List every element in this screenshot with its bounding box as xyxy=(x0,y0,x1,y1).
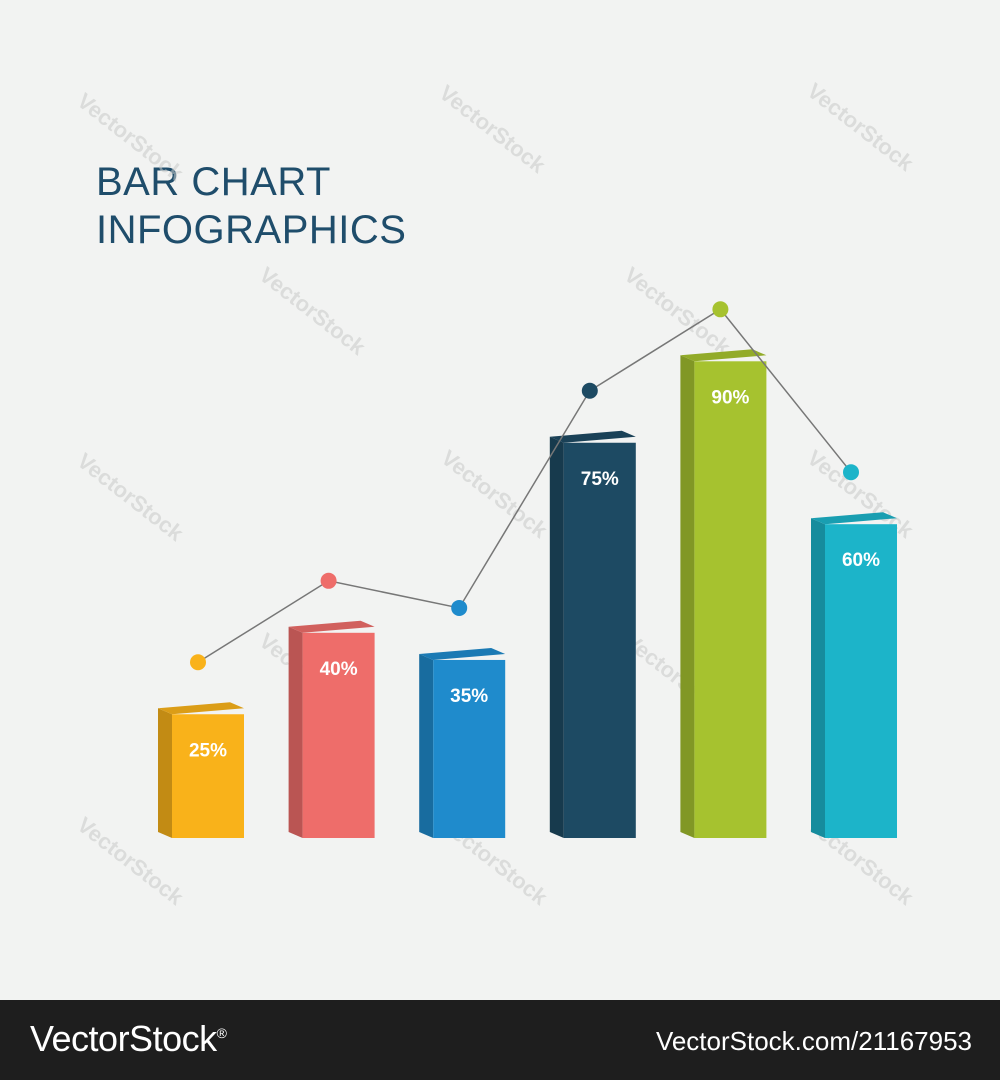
bar-value-label: 25% xyxy=(189,740,227,761)
bar-side xyxy=(680,355,695,838)
bar xyxy=(694,361,767,838)
bar xyxy=(302,632,375,838)
trend-point xyxy=(581,382,598,399)
bar-value-label: 60% xyxy=(842,550,880,571)
trend-point xyxy=(843,464,859,481)
trend-line xyxy=(197,308,852,663)
bar-group: 25% xyxy=(158,702,244,838)
infographic-canvas: BAR CHART INFOGRAPHICS VectorStock Vecto… xyxy=(72,78,919,910)
footer-brand: VectorStock® xyxy=(30,1018,227,1060)
bar xyxy=(825,524,897,838)
bar-top xyxy=(419,647,506,660)
footer-brand-suffix: ® xyxy=(216,1025,227,1041)
bar-value-label: 35% xyxy=(450,686,488,707)
bar-group: 60% xyxy=(811,512,897,838)
title-line-2: INFOGRAPHICS xyxy=(96,208,407,252)
bar-top xyxy=(811,512,897,525)
bar-group: 40% xyxy=(288,620,375,838)
bar-top xyxy=(288,620,375,633)
bar-top xyxy=(680,349,767,362)
bar-top xyxy=(158,702,244,715)
bar-side xyxy=(288,626,303,838)
bar-top xyxy=(549,430,636,443)
trend-point xyxy=(190,654,206,671)
bar xyxy=(563,442,636,838)
bar-side xyxy=(419,653,434,838)
bar xyxy=(172,714,244,838)
bar-value-label: 75% xyxy=(581,469,619,490)
bar xyxy=(433,659,506,838)
chart-title: BAR CHART INFOGRAPHICS xyxy=(96,158,406,254)
trend-point xyxy=(320,572,337,589)
bar-group: 35% xyxy=(419,647,506,838)
bar-side xyxy=(811,518,825,838)
bar-value-label: 90% xyxy=(711,387,749,408)
bar-chart: 25% 40% 35% 75% 90% 60% xyxy=(158,301,897,838)
trend-point xyxy=(451,599,468,616)
bar-value-label: 40% xyxy=(320,659,358,680)
bar-side xyxy=(549,436,564,838)
bar-group: 75% xyxy=(549,430,636,838)
title-line-1: BAR CHART xyxy=(96,160,331,204)
footer-brand-text: VectorStock xyxy=(30,1018,217,1059)
bar-group: 90% xyxy=(680,349,767,838)
trend-point xyxy=(712,301,729,318)
footer-image-id: VectorStock.com/21167953 xyxy=(655,1026,972,1056)
footer-bar: VectorStock® VectorStock.com/21167953 xyxy=(0,1000,1000,1080)
bar-side xyxy=(158,708,172,838)
